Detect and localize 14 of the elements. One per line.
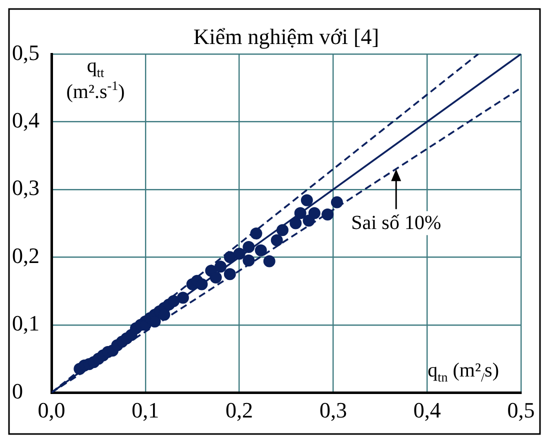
x-tick-label: 0,4	[413, 398, 441, 423]
x-tick-label: 0,0	[38, 398, 66, 423]
x-tick-label: 0,1	[132, 398, 160, 423]
annotation: Sai số 10%	[351, 212, 442, 234]
x-tick-label: 0,2	[226, 398, 254, 423]
x-tick-label: 0,5	[507, 398, 535, 423]
y-tick-label: 0,4	[12, 108, 40, 132]
y-tick-label: 0,3	[12, 175, 40, 200]
x-tick-label: 0,3	[319, 398, 347, 423]
y-tick-label: 0,1	[12, 310, 40, 336]
chart-title: Kiểm nghiệm với [4]	[193, 24, 380, 49]
y-tick-label: 0,5	[12, 40, 40, 65]
y-tick-label: 0,2	[12, 242, 40, 268]
y-tick-label: 0	[12, 378, 23, 404]
